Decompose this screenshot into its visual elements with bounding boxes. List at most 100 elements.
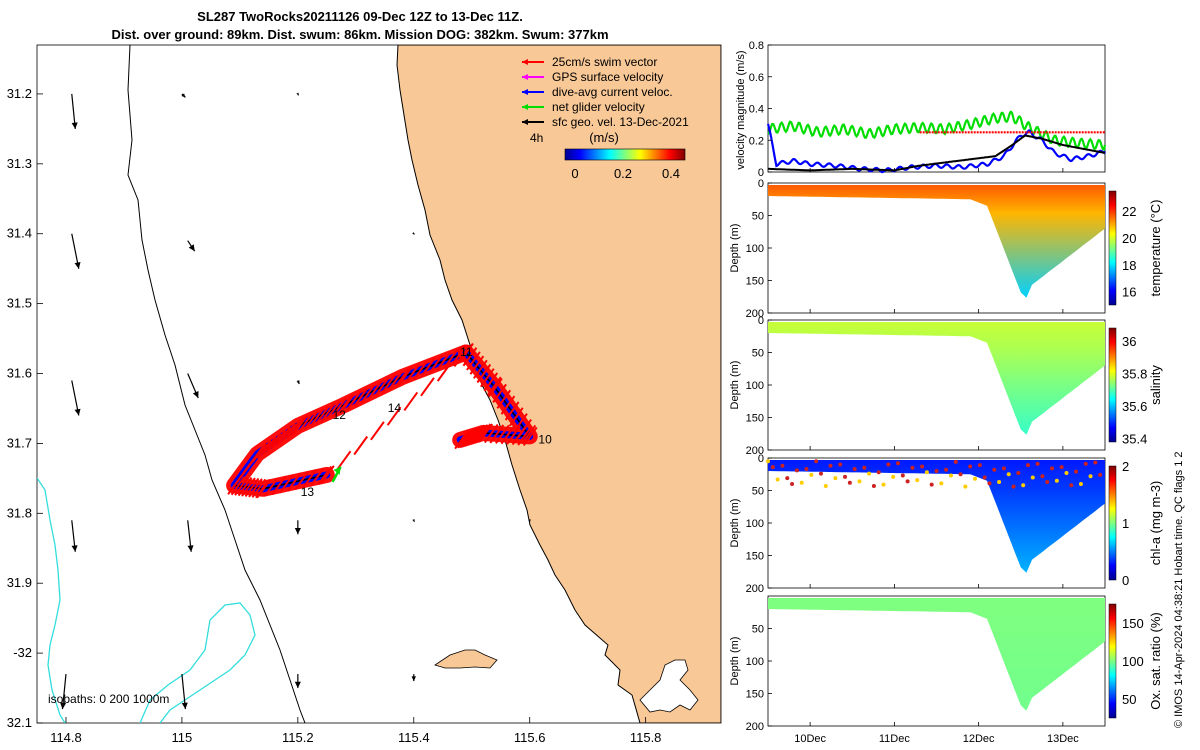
velocity-series-line [766, 123, 1106, 174]
swim-vector-tick [508, 407, 524, 427]
swim-vector-tick [244, 477, 260, 498]
swim-vector-tick [336, 450, 352, 470]
geo-arrow-head [412, 518, 415, 522]
colorbar-label: salinity [1148, 365, 1163, 405]
geo-velocity-arrow [71, 233, 81, 269]
swim-vector-tick [298, 412, 314, 433]
swim-vector-tick [397, 366, 413, 386]
swim-vector-tick [360, 384, 376, 404]
island [434, 649, 498, 669]
isobath-1000m [37, 477, 66, 723]
depth-tick-label: 50 [752, 211, 764, 223]
colorbar-tick-label: 22 [1122, 204, 1136, 219]
chl-a-sample [924, 470, 929, 475]
swim-vector-tick [286, 472, 302, 492]
chl-a-sample [1093, 460, 1098, 465]
legend-arrowhead [522, 119, 528, 125]
swim-vector-tick [405, 363, 421, 383]
velocity-y-tick-label: 0.6 [749, 72, 764, 84]
chl-a-sample [862, 465, 867, 470]
section-salinity: 0 50 100 150 200 Depth (m) 35.4 35.6 35.8 36 salin… [729, 315, 1163, 457]
depth-axis-label: Depth (m) [729, 499, 741, 548]
velocity-y-tick-label: 0.4 [749, 104, 764, 116]
chl-a-sample [814, 459, 819, 464]
swim-vector-tick [395, 367, 410, 387]
day-label: 14 [388, 401, 402, 415]
chl-a-sample [852, 467, 857, 472]
depth-tick-label: 50 [752, 348, 764, 360]
section-colorbar [1108, 465, 1117, 581]
swim-vector-tick [309, 467, 325, 487]
map-y-tick-label: 31.6 [7, 366, 32, 381]
chl-a-sample [920, 464, 925, 469]
swim-vector-tick [473, 359, 488, 379]
geo-arrow-head [74, 261, 81, 269]
chl-a-sample [895, 461, 900, 466]
swim-vector-tick [483, 423, 499, 444]
day-label: 10 [538, 432, 552, 446]
depth-tick-label: 0 [758, 178, 764, 190]
swim-vector-tick [500, 395, 516, 415]
chl-a-sample [929, 482, 934, 487]
swim-vector-tick [511, 425, 527, 446]
section-colorbar [1108, 190, 1117, 306]
colorbar-tick-label: 100 [1122, 654, 1144, 669]
time-axis-ticks: 10Dec 11Dec 12Dec 13Dec [794, 168, 1079, 745]
geo-velocity-arrow [181, 93, 186, 98]
swim-vector-tick [476, 423, 492, 443]
legend-arrowhead [522, 59, 528, 65]
geo-velocity-arrow [294, 674, 301, 689]
map-y-tick-label: 31.9 [7, 575, 32, 590]
chl-a-sample [886, 462, 891, 467]
chl-a-sample [794, 468, 799, 473]
geo-velocity-arrow [71, 93, 78, 129]
map-y-tick-label: 32.1 [7, 715, 32, 730]
estuary [639, 659, 699, 713]
chl-a-sample [1078, 482, 1083, 486]
geo-velocity-arrows [60, 92, 531, 710]
geo-arrow-head [192, 391, 199, 399]
figure-subtitle: Dist. over ground: 89km. Dist. swum: 86k… [111, 27, 609, 42]
day-label: 12 [333, 408, 347, 422]
map-y-tick-label: 31.4 [7, 226, 32, 241]
chl-a-sample [809, 472, 814, 477]
swim-vector-tick [468, 425, 483, 446]
swim-vector-tick [286, 419, 301, 439]
swim-vector-tick [513, 413, 528, 433]
swim-vector-tick [251, 478, 267, 498]
swim-vector-tick [462, 427, 478, 447]
depth-tick-label: 150 [746, 689, 764, 701]
swim-vector-tick [326, 400, 341, 420]
swim-vector-tick [337, 395, 353, 415]
depth-tick-label: 150 [746, 413, 764, 425]
section-colorbar [1108, 603, 1117, 719]
chl-a-sample [1083, 461, 1088, 466]
chl-a-sample [905, 479, 910, 484]
depth-tick-label: 150 [746, 276, 764, 288]
swim-vector-tick [459, 428, 475, 448]
geo-velocity-arrow [296, 380, 300, 385]
swim-vector-tick [263, 477, 279, 497]
geo-velocity-arrow [71, 520, 78, 552]
geo-arrow-head [71, 122, 78, 129]
chl-a-sample [1040, 474, 1045, 479]
chl-a-sample [1054, 478, 1059, 483]
section-field [768, 598, 1105, 711]
isobath-1000m-loop [139, 602, 256, 723]
time-tick-label: 11Dec [879, 733, 910, 745]
legend-label: 25cm/s swim vector [552, 55, 657, 69]
swim-vector-tick [462, 347, 478, 367]
swim-vector-tick [403, 391, 419, 412]
map-y-tick-label: -32 [13, 645, 32, 660]
swim-vector-tick [420, 377, 435, 397]
chl-a-sample [1064, 470, 1069, 475]
legend-arrowhead [522, 89, 528, 95]
swim-vector-tick [266, 433, 282, 453]
swim-vector-tick [317, 465, 333, 486]
geo-arrow-head [74, 408, 81, 416]
swim-vector-tick [374, 377, 390, 397]
chl-a-sample [1001, 466, 1006, 471]
geo-velocity-arrow [411, 674, 417, 682]
colorbar-label: (m/s) [589, 130, 619, 145]
